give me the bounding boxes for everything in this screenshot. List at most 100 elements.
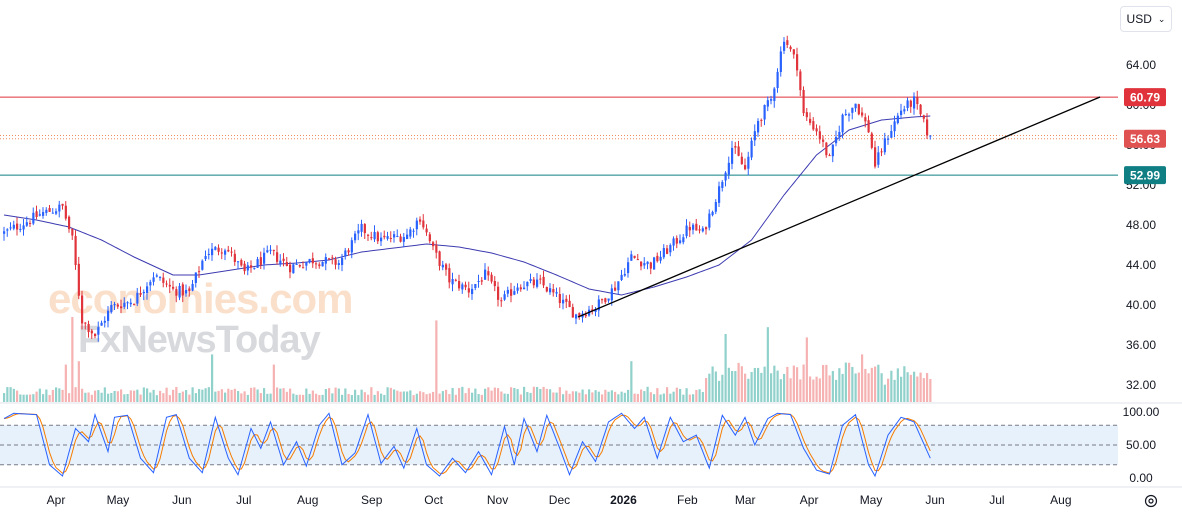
candle-body bbox=[549, 288, 552, 293]
volume-bar bbox=[919, 372, 922, 402]
candle-body bbox=[792, 49, 795, 55]
volume-bar bbox=[341, 394, 344, 402]
volume-bar bbox=[815, 376, 818, 402]
candle-body bbox=[516, 287, 519, 291]
volume-bar bbox=[549, 389, 552, 402]
candle-body bbox=[900, 110, 903, 116]
volume-bar bbox=[906, 372, 909, 402]
volume-bar bbox=[435, 320, 438, 402]
candle-body bbox=[633, 255, 636, 258]
candle-body bbox=[506, 289, 509, 294]
volume-bar bbox=[627, 389, 630, 402]
volume-bar bbox=[458, 388, 461, 402]
volume-bar bbox=[22, 394, 25, 402]
volume-bar bbox=[45, 389, 48, 402]
volume-bar bbox=[913, 371, 916, 402]
volume-bar bbox=[584, 394, 587, 402]
candle-body bbox=[620, 274, 623, 280]
candle-body bbox=[71, 228, 74, 236]
volume-bar bbox=[578, 392, 581, 402]
candle-body bbox=[38, 214, 41, 216]
candle-body bbox=[360, 223, 363, 232]
watermark-fxnewstoday: FxNewsToday bbox=[78, 319, 321, 361]
volume-bar bbox=[825, 364, 828, 402]
volume-bar bbox=[506, 393, 509, 402]
volume-bar bbox=[393, 389, 396, 402]
candle-body bbox=[555, 292, 558, 294]
volume-bar bbox=[883, 384, 886, 402]
candle-body bbox=[198, 271, 201, 273]
volume-bar bbox=[779, 379, 782, 402]
candle-body bbox=[464, 284, 467, 288]
time-tick-label: May bbox=[107, 493, 130, 507]
candle-body bbox=[841, 114, 844, 133]
volume-bar bbox=[666, 387, 669, 402]
candle-body bbox=[9, 227, 12, 229]
candle-body bbox=[289, 264, 292, 273]
volume-bar bbox=[497, 388, 500, 402]
candle-body bbox=[292, 264, 295, 274]
candle-body bbox=[188, 288, 191, 292]
candle-body bbox=[341, 257, 344, 265]
volume-bar bbox=[880, 373, 883, 402]
volume-bar bbox=[146, 388, 149, 402]
time-tick-label: Jul bbox=[236, 493, 251, 507]
volume-bar bbox=[692, 394, 695, 402]
settings-gear-icon[interactable] bbox=[1140, 490, 1162, 512]
candle-body bbox=[623, 273, 626, 276]
candle-body bbox=[432, 242, 435, 247]
volume-bar bbox=[809, 376, 812, 402]
volume-bar bbox=[786, 366, 789, 402]
time-tick-label: May bbox=[860, 493, 883, 507]
volume-bar bbox=[269, 393, 272, 402]
volume-bar bbox=[181, 391, 184, 402]
currency-selector[interactable]: USD ⌄ bbox=[1120, 6, 1172, 32]
candle-body bbox=[328, 258, 331, 260]
volume-bar bbox=[35, 391, 38, 402]
candle-body bbox=[6, 229, 9, 231]
volume-bar bbox=[633, 393, 636, 402]
volume-bar bbox=[467, 388, 470, 402]
volume-bar bbox=[198, 389, 201, 402]
candle-body bbox=[370, 237, 373, 239]
candle-body bbox=[828, 155, 831, 157]
price-label-box bbox=[1124, 88, 1166, 107]
candle-body bbox=[126, 302, 129, 304]
candle-body bbox=[685, 225, 688, 237]
candle-body bbox=[805, 112, 808, 118]
candle-body bbox=[302, 267, 305, 269]
volume-bar bbox=[175, 386, 178, 402]
volume-bar bbox=[412, 395, 415, 402]
candle-body bbox=[708, 213, 711, 228]
volume-bar bbox=[227, 388, 230, 402]
candle-body bbox=[298, 264, 301, 267]
candle-body bbox=[402, 237, 405, 242]
price-axis: 64.0060.0056.0052.0048.0044.0040.0036.00… bbox=[1126, 58, 1156, 392]
candle-body bbox=[727, 162, 730, 175]
volume-bar bbox=[653, 394, 656, 402]
candle-body bbox=[822, 139, 825, 142]
volume-bar bbox=[792, 365, 795, 402]
volume-bar bbox=[9, 387, 12, 402]
candle-body bbox=[851, 107, 854, 113]
candle-body bbox=[887, 138, 890, 140]
candle-body bbox=[84, 322, 87, 324]
volume-bar bbox=[292, 393, 295, 402]
volume-bar bbox=[555, 392, 558, 402]
candle-body bbox=[789, 46, 792, 50]
volume-bar bbox=[100, 392, 103, 402]
volume-bar bbox=[55, 387, 58, 402]
volume-bar bbox=[451, 387, 454, 402]
candle-body bbox=[705, 227, 708, 230]
oscillator-tick-label: 50.00 bbox=[1126, 438, 1156, 452]
volume-bar bbox=[396, 390, 399, 402]
volume-bar bbox=[308, 393, 311, 402]
candle-body bbox=[458, 281, 461, 289]
price-tick-label: 44.00 bbox=[1126, 258, 1156, 272]
volume-bar bbox=[757, 367, 760, 402]
candle-body bbox=[172, 286, 175, 289]
candles bbox=[3, 35, 932, 342]
volume-bar bbox=[113, 390, 116, 402]
candle-body bbox=[77, 263, 80, 296]
candle-body bbox=[734, 146, 737, 148]
